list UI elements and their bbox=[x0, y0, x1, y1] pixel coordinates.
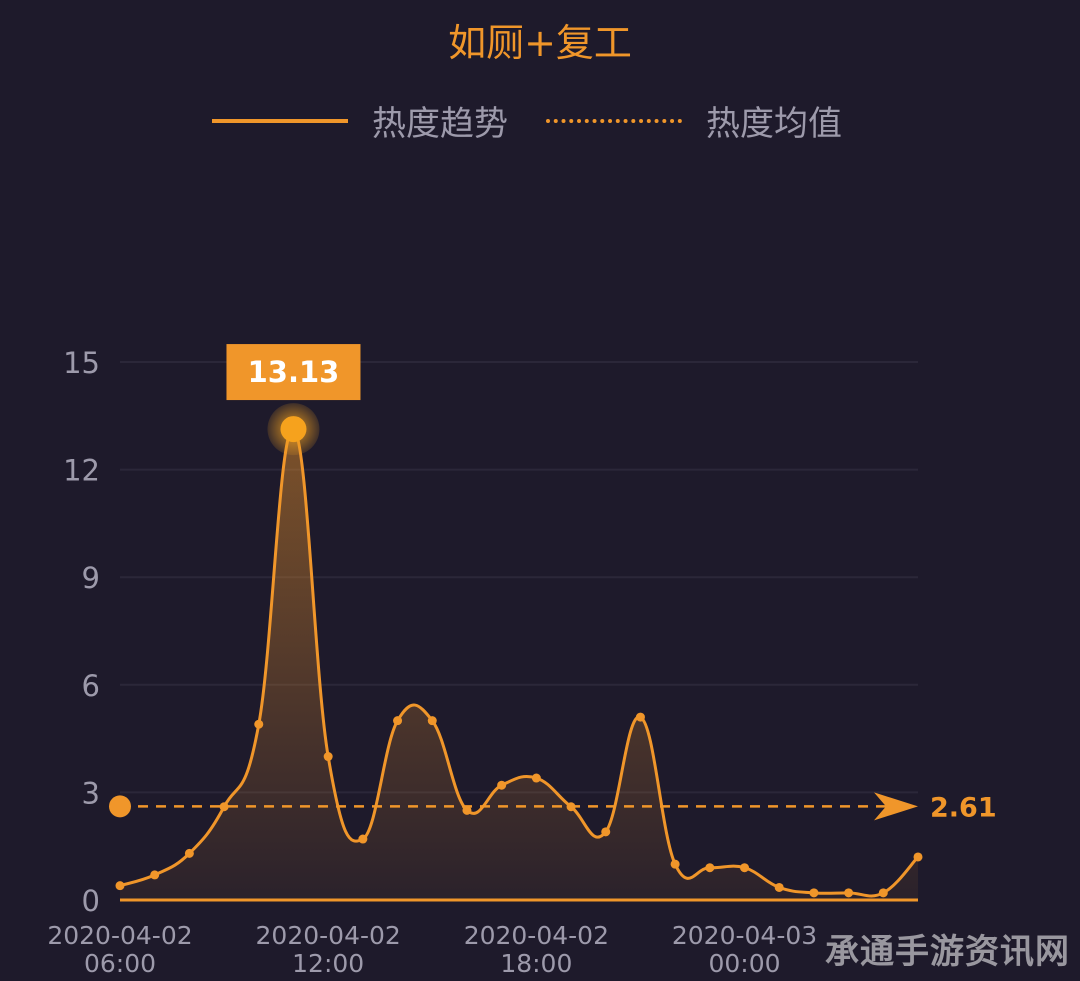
legend-solid-line-icon bbox=[212, 118, 348, 123]
data-point[interactable] bbox=[635, 712, 645, 722]
y-tick-label: 0 bbox=[82, 884, 100, 918]
data-point[interactable] bbox=[670, 859, 680, 869]
chart-title: 如厕+复工 bbox=[448, 21, 632, 65]
y-tick-label: 15 bbox=[63, 346, 100, 380]
legend-dotted-line-icon bbox=[546, 118, 682, 123]
watermark-text: 承通手游资讯网 bbox=[825, 932, 1070, 972]
y-tick-label: 12 bbox=[63, 454, 100, 488]
y-tick-label: 3 bbox=[82, 776, 100, 810]
data-point[interactable] bbox=[219, 802, 229, 812]
data-point[interactable] bbox=[358, 834, 368, 844]
data-point[interactable] bbox=[427, 716, 437, 726]
peak-label-box bbox=[226, 344, 361, 401]
data-point[interactable] bbox=[393, 716, 403, 726]
legend-item-trend[interactable]: 热度趋势 bbox=[212, 96, 508, 145]
peak-value-label: 13.13 bbox=[248, 355, 340, 389]
data-point[interactable] bbox=[809, 888, 819, 898]
data-point[interactable] bbox=[601, 827, 611, 837]
average-start-dot bbox=[109, 795, 131, 818]
legend-label-trend: 热度趋势 bbox=[372, 104, 508, 144]
x-axis: 2020-04-02 06:00 2020-04-02 12:00 2020-04-02… bbox=[47, 921, 817, 978]
data-point[interactable] bbox=[462, 805, 472, 815]
x-tick-label: 2020-04-02 18:00 bbox=[464, 921, 609, 978]
data-point[interactable] bbox=[740, 863, 750, 873]
data-point[interactable] bbox=[531, 773, 541, 783]
peak-dot[interactable] bbox=[280, 416, 307, 443]
data-point[interactable] bbox=[878, 888, 888, 898]
data-point[interactable] bbox=[115, 881, 125, 891]
data-point[interactable] bbox=[184, 848, 194, 858]
data-point[interactable] bbox=[150, 870, 160, 880]
data-point[interactable] bbox=[566, 802, 576, 812]
data-point[interactable] bbox=[774, 882, 784, 892]
legend-label-average: 热度均值 bbox=[706, 104, 842, 144]
legend-item-average[interactable]: 热度均值 bbox=[546, 96, 842, 145]
data-point[interactable] bbox=[254, 719, 264, 729]
data-point[interactable] bbox=[705, 863, 715, 873]
x-tick-label: 2020-04-02 12:00 bbox=[256, 921, 401, 978]
y-axis: 0 3 6 9 12 15 bbox=[63, 346, 100, 918]
data-point[interactable] bbox=[913, 852, 923, 862]
data-points bbox=[115, 712, 923, 898]
average-arrow-icon bbox=[874, 792, 918, 821]
trend-area-fill bbox=[120, 428, 918, 900]
x-tick-label: 2020-04-03 00:00 bbox=[672, 921, 817, 978]
average-value-label: 2.61 bbox=[930, 792, 997, 823]
data-point[interactable] bbox=[497, 780, 507, 790]
data-point[interactable] bbox=[323, 752, 333, 762]
x-tick-label: 2020-04-02 06:00 bbox=[47, 921, 192, 978]
peak-marker: 13.13 bbox=[226, 344, 361, 456]
trend-line bbox=[119, 427, 920, 898]
y-tick-label: 6 bbox=[82, 669, 100, 703]
chart-legend: 热度趋势 热度均值 bbox=[0, 96, 1080, 144]
data-point[interactable] bbox=[844, 888, 854, 898]
y-tick-label: 9 bbox=[82, 561, 100, 595]
